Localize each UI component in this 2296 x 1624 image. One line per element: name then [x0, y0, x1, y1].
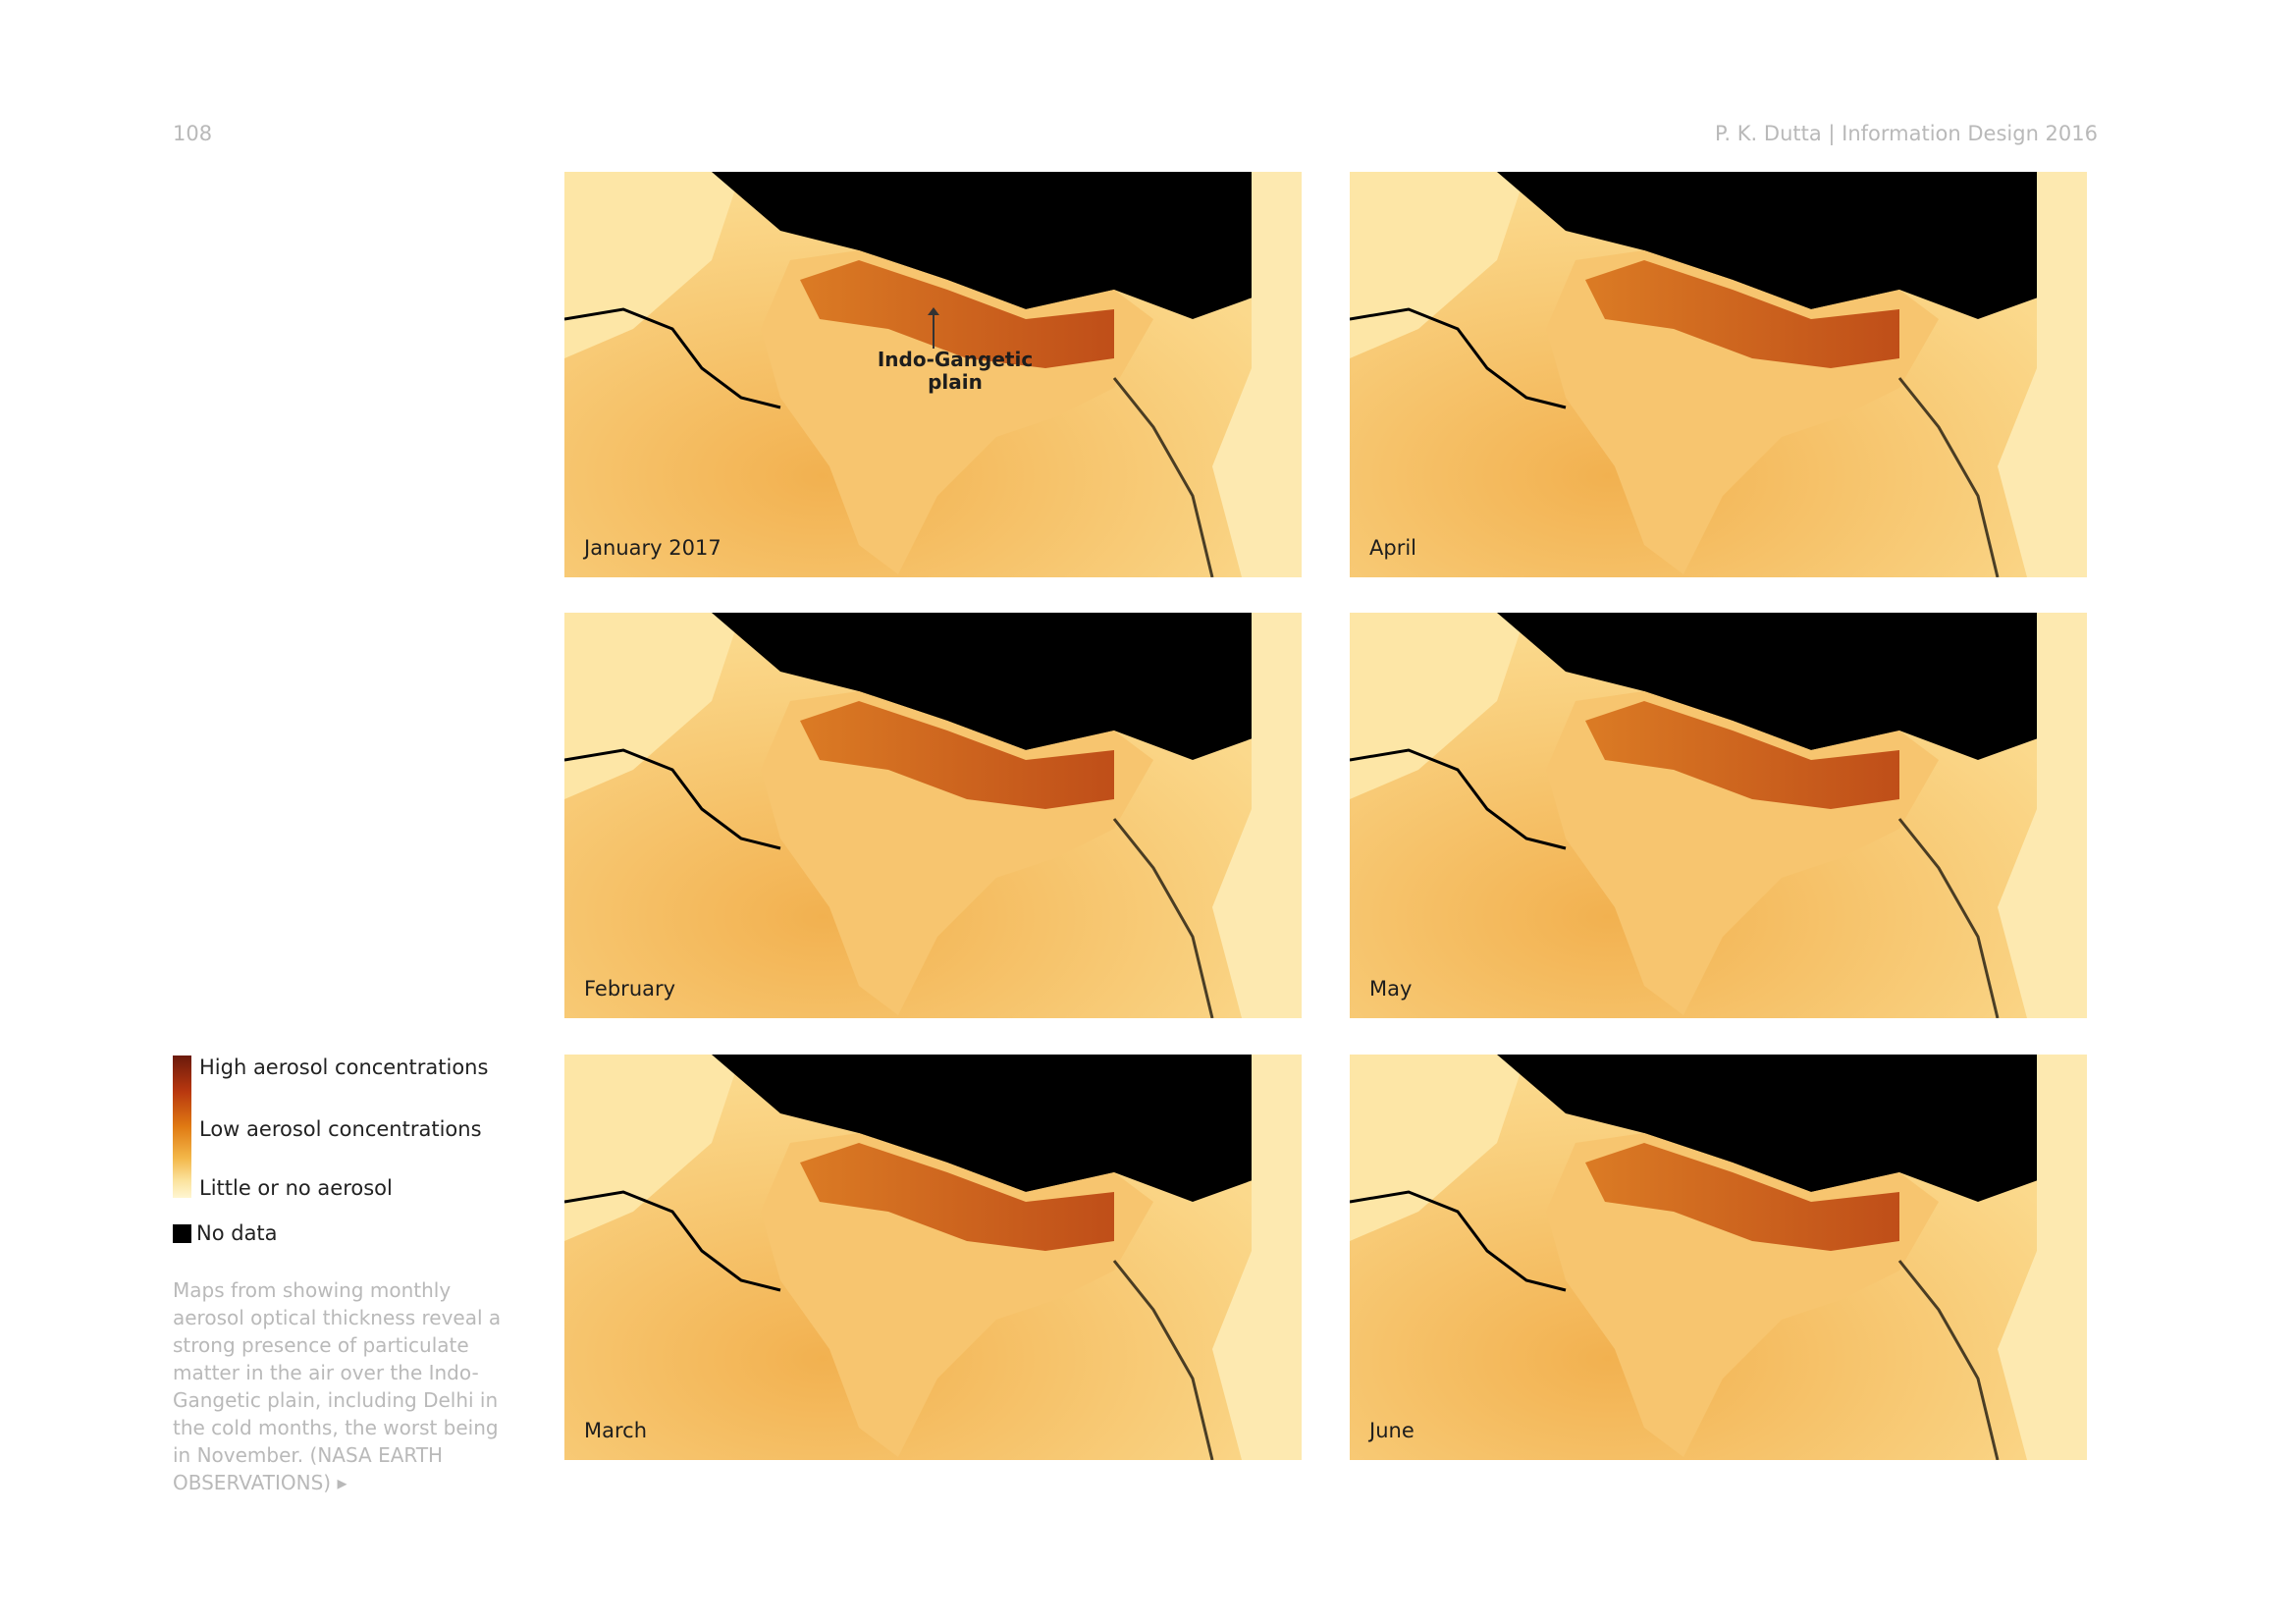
no-data-swatch: [173, 1224, 191, 1243]
map-label: April: [1369, 536, 1416, 560]
aerosol-map-image: [564, 613, 1302, 1018]
indo-gangetic-annotation: Indo-Gangetic plain: [877, 348, 1034, 394]
map-label: June: [1369, 1419, 1415, 1442]
legend-high-label: High aerosol concentrations: [199, 1056, 489, 1079]
page-number: 108: [173, 122, 213, 145]
map-label: January 2017: [584, 536, 721, 560]
map-june: June: [1350, 1055, 2087, 1460]
map-may: May: [1350, 613, 2087, 1018]
aerosol-map-image: [1350, 1055, 2087, 1460]
aerosol-map-image: [1350, 613, 2087, 1018]
map-february: February: [564, 613, 1302, 1018]
map-label: February: [584, 977, 676, 1001]
map-january: Indo-Gangetic plain January 2017: [564, 172, 1302, 577]
aerosol-map-image: [564, 1055, 1302, 1460]
annotation-arrow: [928, 307, 939, 349]
legend-low-label: Low aerosol concentrations: [199, 1117, 482, 1141]
no-data-label: No data: [196, 1221, 278, 1245]
map-label: March: [584, 1419, 648, 1442]
map-april: April: [1350, 172, 2087, 577]
map-march: March: [564, 1055, 1302, 1460]
map-label: May: [1369, 977, 1413, 1001]
figure-caption: Maps from showing monthly aerosol optica…: [173, 1278, 502, 1494]
running-header: P. K. Dutta | Information Design 2016: [1715, 122, 2098, 145]
aerosol-color-scale: [173, 1056, 191, 1198]
legend-none-label: Little or no aerosol: [199, 1176, 393, 1200]
aerosol-map-image: [1350, 172, 2087, 577]
